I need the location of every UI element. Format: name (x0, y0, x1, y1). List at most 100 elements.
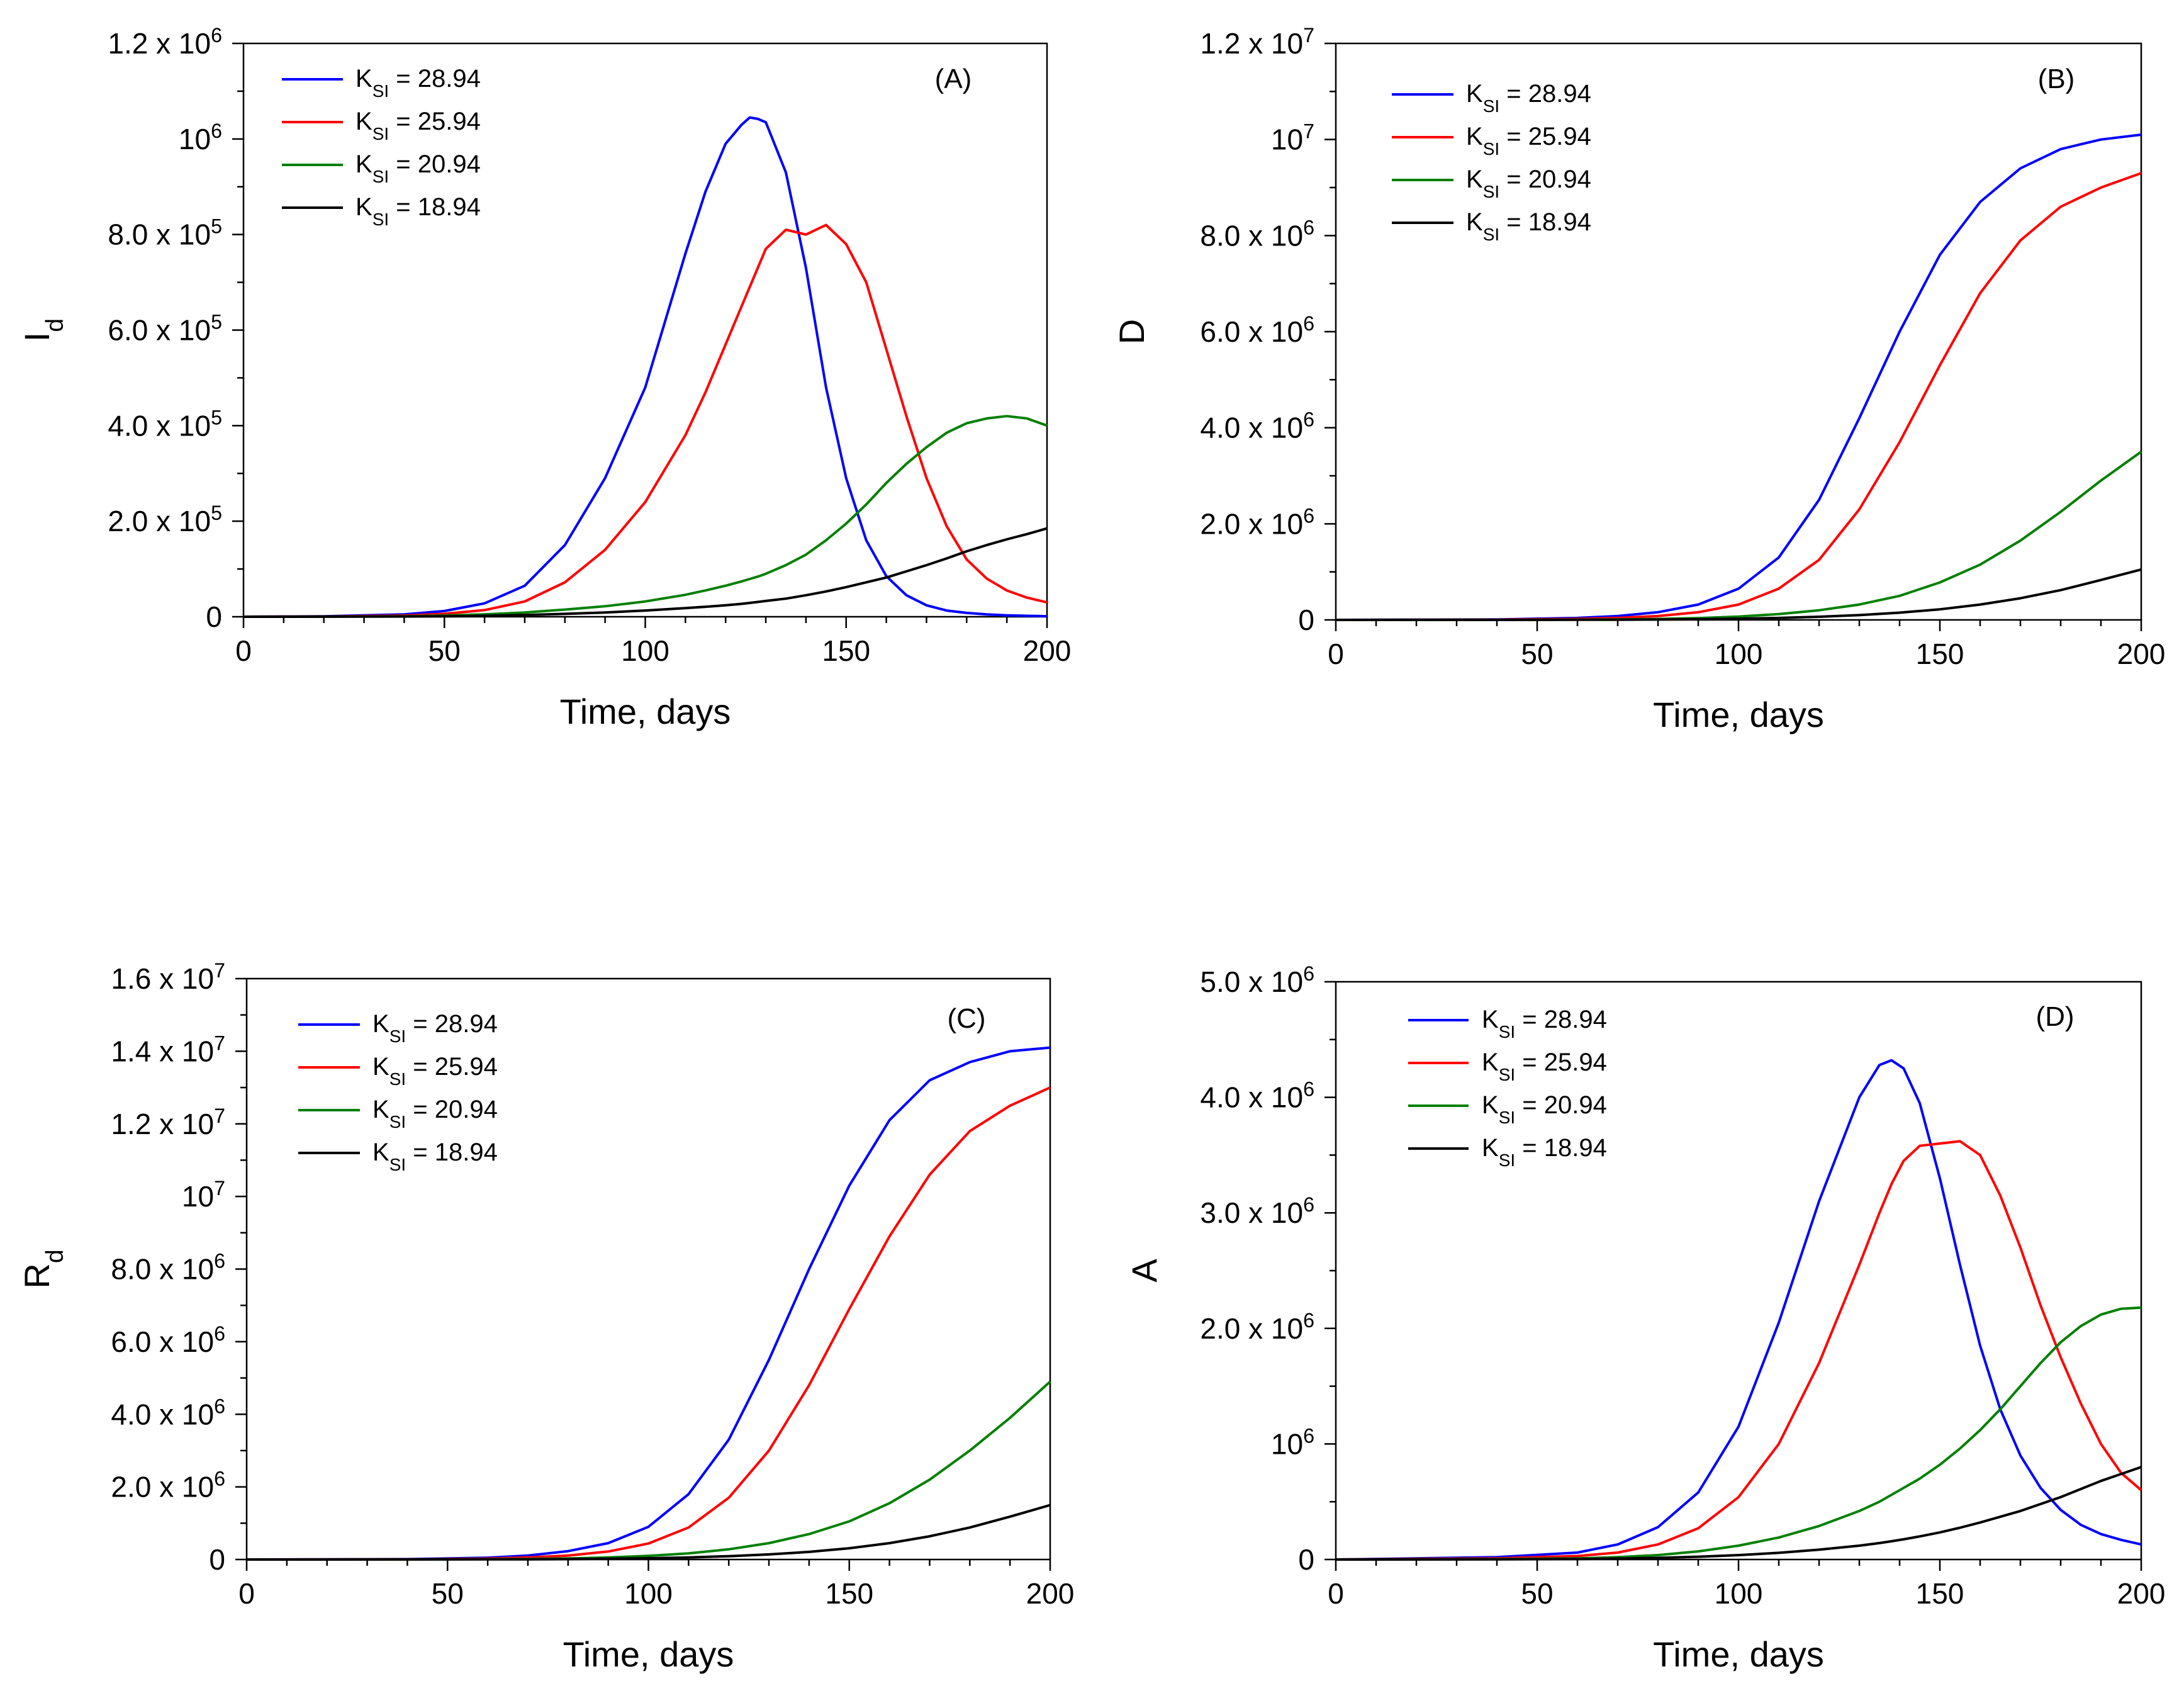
x-axis-label: Time, days (1653, 1634, 1824, 1674)
x-tick-label: 0 (1328, 1577, 1344, 1610)
series-line-3 (246, 1380, 1051, 1561)
legend-label: KSI = 28.94 (1482, 1006, 1607, 1042)
plot-frame (245, 977, 1051, 1561)
y-tick-label: 0 (1298, 1543, 1314, 1576)
x-axis-label: Time, days (563, 1634, 734, 1674)
series-line-1 (243, 116, 1048, 618)
panel-tag: (A) (935, 64, 972, 94)
legend-label: KSI = 20.94 (1466, 166, 1591, 201)
x-tick-label: 100 (624, 1577, 673, 1610)
y-tick-label: 3.0 x 106 (1200, 1193, 1314, 1229)
series-line-4 (1336, 568, 2142, 621)
y-tick-label: 4.0 x 106 (1200, 1078, 1314, 1114)
chart-panel-b: 0 50 100 150 200 0 2.0 x 106 4.0 x 106 6.0 x 106… (1112, 24, 2165, 734)
y-tick-label: 2.0 x 106 (1200, 504, 1314, 540)
series-line-3 (243, 415, 1048, 618)
series-line-3 (1335, 1306, 2142, 1561)
x-tick-label: 150 (1916, 638, 1964, 670)
x-tick-label: 100 (621, 634, 669, 667)
y-tick-label: 1.2 x 107 (111, 1104, 225, 1140)
x-tick-label: 50 (1521, 638, 1553, 670)
series-line-4 (243, 527, 1048, 618)
legend-label: KSI = 28.94 (356, 65, 481, 101)
x-tick-label: 100 (1715, 638, 1763, 670)
y-axis-label-group: D (1112, 319, 1151, 344)
y-tick-label: 6.0 x 106 (1200, 312, 1314, 348)
y-axis-label-group: A (1124, 1259, 1164, 1283)
y-tick-label: 6.0 x 105 (108, 311, 222, 347)
y-axis-label-group: Id (17, 318, 69, 342)
legend-label: KSI = 18.94 (372, 1138, 498, 1174)
x-tick-label: 200 (1023, 634, 1072, 667)
x-tick-label: 50 (432, 1577, 464, 1610)
y-tick-label: 107 (182, 1177, 225, 1213)
y-tick-label: 2.0 x 106 (111, 1468, 225, 1503)
y-axis-label: D (1112, 319, 1151, 344)
legend: KSI = 28.94 KSI = 25.94 KSI = 20.94 KSI = 1… (298, 1010, 498, 1174)
legend-label: KSI = 25.94 (372, 1053, 498, 1089)
legend-label: KSI = 18.94 (356, 193, 481, 229)
y-tick-label: 4.0 x 106 (111, 1395, 225, 1430)
panel-tag: (C) (947, 1003, 985, 1034)
y-tick-label: 1.4 x 107 (111, 1031, 225, 1067)
series-line-2 (1335, 1140, 2142, 1561)
y-tick-label: 8.0 x 105 (108, 215, 222, 251)
legend-label: KSI = 28.94 (1466, 80, 1591, 116)
y-axis-label: Id (17, 318, 69, 342)
x-tick-label: 150 (825, 1577, 873, 1610)
y-tick-label: 0 (206, 600, 222, 633)
series-line-4 (246, 1503, 1051, 1561)
y-tick-label: 0 (1298, 604, 1314, 636)
y-tick-label: 8.0 x 106 (111, 1250, 225, 1286)
y-tick-label: 4.0 x 105 (108, 406, 222, 442)
series-line-1 (1335, 1059, 2142, 1561)
x-axis-label: Time, days (1653, 695, 1824, 734)
x-tick-label: 50 (428, 634, 461, 667)
series-line-4 (1335, 1466, 2142, 1561)
x-tick-label: 0 (238, 1577, 255, 1610)
series-line-1 (1335, 133, 2142, 621)
legend-label: KSI = 18.94 (1466, 208, 1591, 244)
y-tick-label: 1.6 x 107 (111, 959, 225, 995)
series-line-2 (243, 223, 1048, 618)
chart-panel-c: 0 50 100 150 200 0 2.0 x 106 4.0 x 106 6.0 x 106… (17, 959, 1074, 1674)
series-line-2 (246, 1086, 1051, 1561)
x-tick-label: 200 (2117, 1577, 2166, 1610)
y-axis-label: Rd (17, 1249, 69, 1288)
legend-label: KSI = 20.94 (1482, 1091, 1607, 1127)
series-line-3 (1335, 451, 2142, 621)
y-tick-label: 2.0 x 106 (1200, 1309, 1314, 1345)
legend-label: KSI = 20.94 (356, 150, 481, 186)
legend-label: KSI = 25.94 (1482, 1048, 1607, 1084)
y-tick-label: 106 (1271, 1424, 1314, 1460)
legend-label: KSI = 20.94 (372, 1096, 498, 1132)
x-tick-label: 200 (2117, 638, 2166, 670)
legend: KSI = 28.94 KSI = 25.94 KSI = 20.94 KSI = 1… (1408, 1006, 1607, 1170)
y-tick-label: 1.2 x 106 (108, 24, 222, 60)
legend: KSI = 28.94 KSI = 25.94 KSI = 20.94 KSI = 1… (1392, 80, 1591, 244)
y-tick-label: 1.2 x 107 (1200, 24, 1314, 60)
panel-tag: (B) (2038, 64, 2075, 94)
x-tick-label: 50 (1521, 1577, 1553, 1610)
y-tick-label: 4.0 x 106 (1200, 408, 1314, 444)
y-tick-label: 5.0 x 106 (1200, 962, 1314, 998)
x-tick-label: 0 (235, 634, 252, 667)
series-line-1 (246, 1046, 1051, 1561)
legend: KSI = 28.94 KSI = 25.94 KSI = 20.94 KSI = 1… (282, 65, 481, 229)
y-tick-label: 6.0 x 106 (111, 1322, 225, 1358)
chart-panel-a: 0 50 100 150 200 0 2.0 x 105 4.0 x 105 6.0 x 105… (17, 24, 1071, 731)
legend-label: KSI = 18.94 (1482, 1134, 1607, 1170)
y-tick-label: 107 (1271, 120, 1314, 156)
y-axis-label-group: Rd (17, 1249, 69, 1288)
chart-panel-d: 0 50 100 150 200 0 106 2.0 x 106 3.0 x 106 4.0 x … (1124, 962, 2165, 1674)
y-tick-label: 106 (179, 120, 222, 155)
legend-label: KSI = 28.94 (372, 1010, 498, 1046)
plot-frame (1335, 981, 2142, 1561)
x-tick-label: 150 (822, 634, 870, 667)
x-tick-label: 200 (1026, 1577, 1075, 1610)
legend-label: KSI = 25.94 (356, 108, 481, 143)
y-tick-label: 0 (209, 1543, 225, 1576)
y-tick-label: 8.0 x 106 (1200, 216, 1314, 252)
legend-label: KSI = 25.94 (1466, 123, 1591, 159)
